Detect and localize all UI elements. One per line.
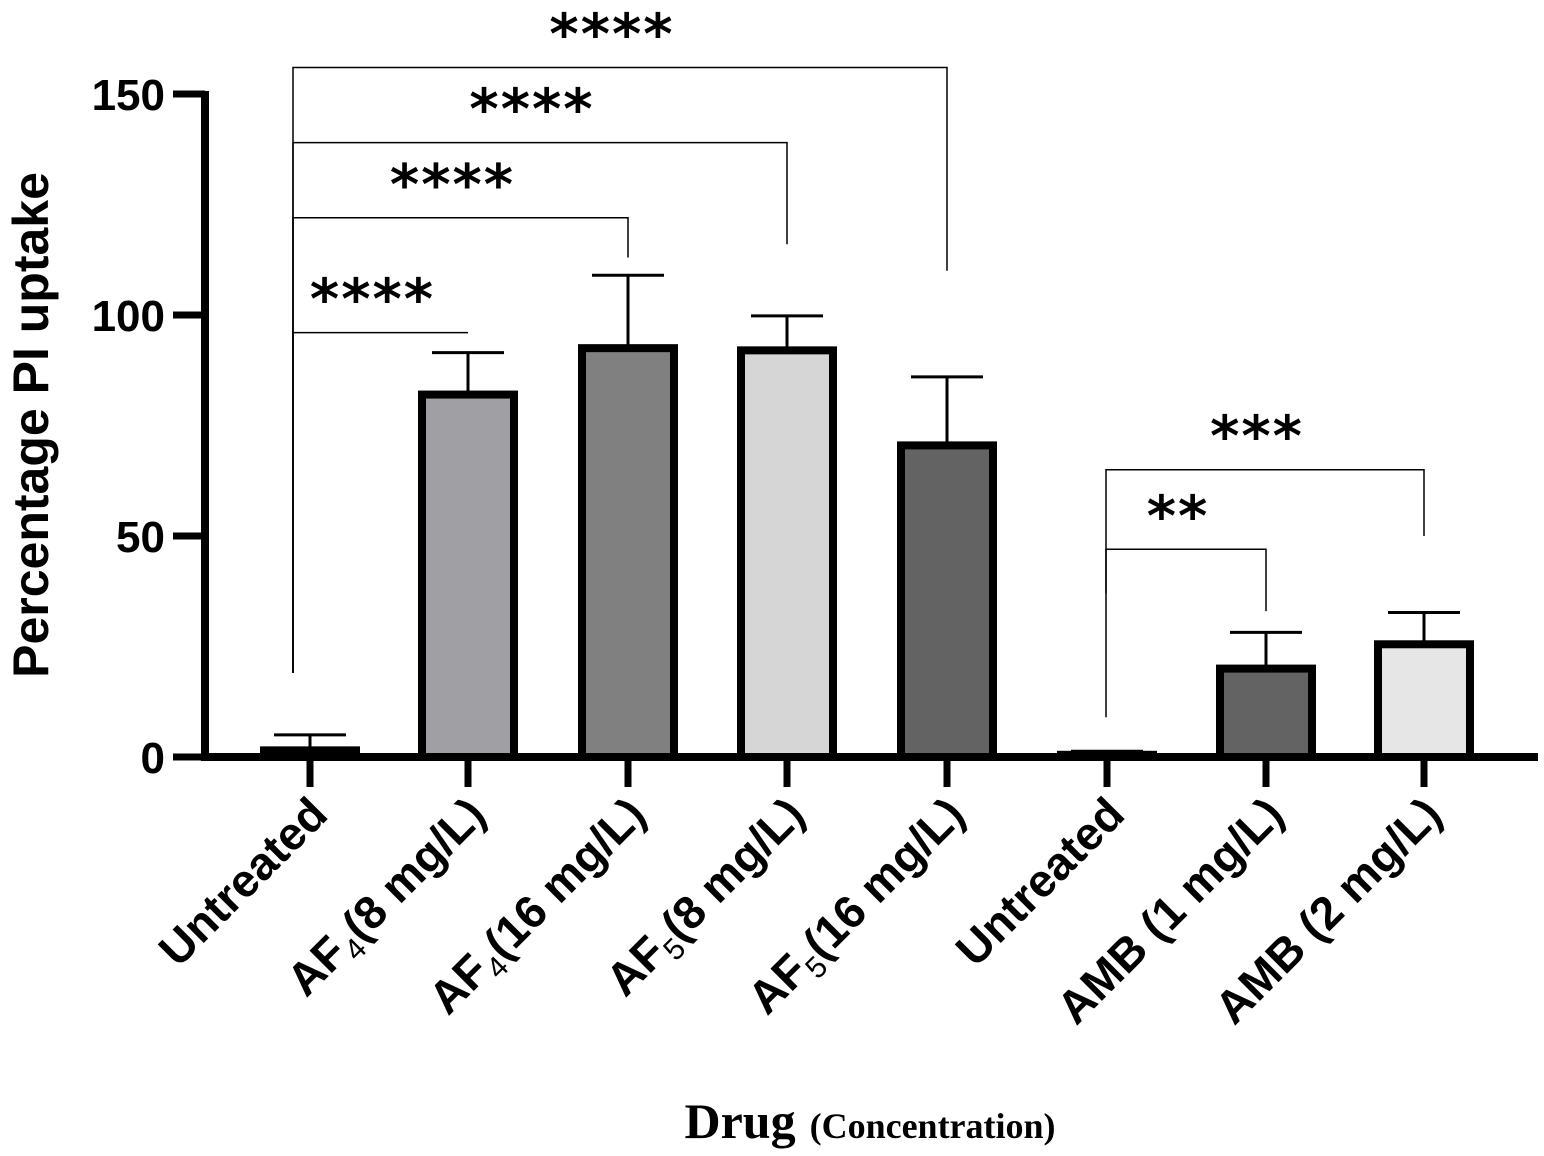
bar-2 [578, 344, 678, 761]
x-axis-title-sub: (Concentration) [810, 1106, 1056, 1146]
bar-1 [418, 390, 518, 761]
significance-bracket-5 [1105, 468, 1425, 718]
bar-6 [1216, 664, 1316, 761]
x-axis [201, 753, 1538, 787]
error-bars-group [274, 273, 1460, 755]
significance-label-5: *** [1210, 405, 1304, 470]
bar-7 [1374, 640, 1474, 761]
x-axis-title: Drug (Concentration) [684, 1093, 1055, 1149]
significance-bracket-4 [1105, 548, 1267, 612]
y-axis: 0 50 100 150 [92, 71, 209, 783]
x-axis-title-main: Drug [684, 1093, 795, 1149]
y-tick-label-100: 100 [92, 292, 165, 341]
significance-label-3: **** [549, 2, 674, 67]
y-tick-label-150: 150 [92, 71, 165, 120]
significance-label-1: **** [390, 153, 515, 218]
bar-3 [737, 346, 837, 761]
significance-label-0: **** [310, 268, 435, 333]
significance-label-2: **** [469, 78, 594, 143]
bar-4 [897, 441, 997, 761]
significance-label-4: ** [1147, 484, 1210, 549]
y-tick-label-0: 0 [141, 734, 165, 783]
significance-bracket-2 [292, 141, 788, 674]
y-axis-title: Percentage PI uptake [3, 172, 59, 678]
significance-brackets: ********************* [292, 2, 1425, 718]
significance-bracket-3 [292, 66, 948, 674]
y-tick-label-50: 50 [116, 513, 165, 562]
